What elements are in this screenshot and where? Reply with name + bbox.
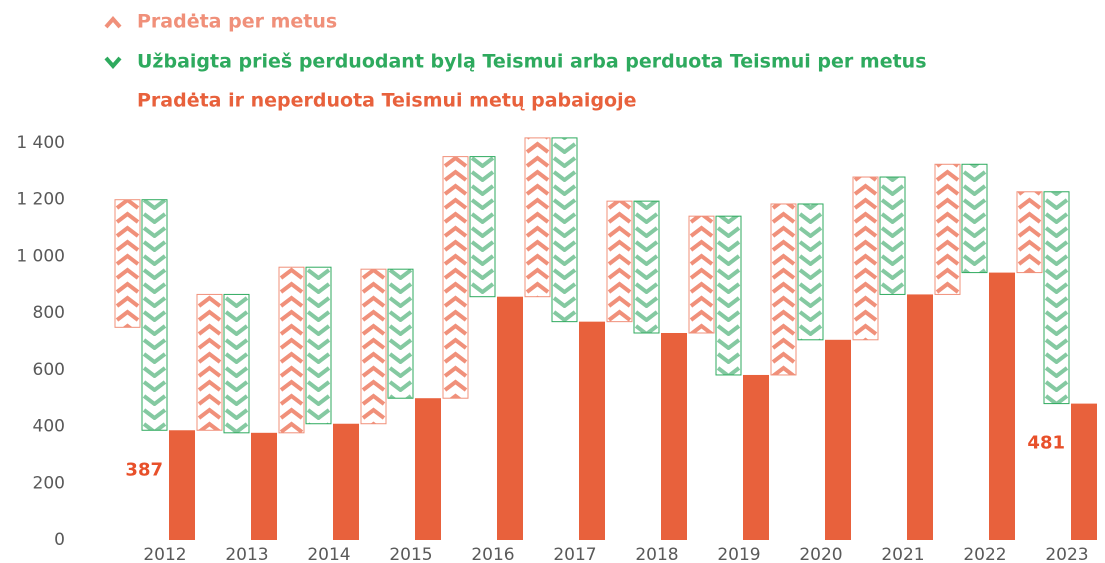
total-bar — [743, 374, 769, 540]
increase-bar — [770, 203, 797, 376]
increase-bar — [196, 293, 223, 431]
legend-marker — [104, 56, 122, 70]
decrease-bar — [387, 268, 414, 399]
total-bar — [989, 272, 1015, 540]
increase-bar — [606, 200, 633, 323]
total-bar — [907, 294, 933, 540]
y-tick-label: 1 000 — [16, 246, 65, 266]
decrease-bar — [305, 266, 332, 425]
y-tick-label: 1 400 — [16, 133, 65, 153]
x-tick-label: 2019 — [717, 545, 760, 563]
legend-label: Pradėta ir neperduota Teismui metų pabai… — [137, 90, 637, 112]
x-tick-label: 2016 — [471, 545, 514, 563]
x-tick-label: 2020 — [799, 545, 842, 563]
x-tick-label: 2023 — [1045, 545, 1088, 563]
decrease-bar — [1043, 191, 1070, 405]
y-tick-label: 600 — [33, 360, 65, 380]
x-tick-label: 2018 — [635, 545, 678, 563]
decrease-bar — [141, 199, 168, 431]
decrease-bar — [961, 163, 988, 274]
total-bar — [1071, 403, 1097, 540]
decrease-bar — [879, 176, 906, 295]
data-label: 481 — [1027, 433, 1065, 454]
total-bar — [661, 332, 687, 540]
increase-bar — [852, 176, 879, 341]
increase-bar — [934, 163, 961, 295]
x-tick-label: 2022 — [963, 545, 1006, 563]
legend: Pradėta per metus Užbaigta prieš perduoda… — [104, 11, 927, 112]
x-tick-label: 2013 — [225, 545, 268, 563]
y-tick-label: 200 — [33, 473, 65, 493]
x-tick-label: 2014 — [307, 545, 350, 563]
total-bar — [251, 432, 277, 540]
y-tick-label: 0 — [54, 530, 65, 550]
total-bar — [415, 398, 441, 540]
decrease-bar — [469, 156, 496, 298]
increase-bar — [1016, 191, 1043, 274]
increase-bar — [114, 199, 141, 328]
y-tick-label: 1 200 — [16, 190, 65, 210]
increase-bar — [524, 137, 551, 298]
total-bar — [169, 430, 195, 540]
increase-bar — [442, 156, 469, 399]
decrease-bar — [633, 200, 660, 334]
increase-bar — [360, 268, 387, 425]
x-tick-label: 2021 — [881, 545, 924, 563]
increase-bar — [278, 266, 305, 434]
data-label: 387 — [125, 459, 163, 480]
y-tick-label: 800 — [33, 303, 65, 323]
x-tick-label: 2012 — [143, 545, 186, 563]
decrease-bar — [551, 137, 578, 323]
decrease-bar — [797, 203, 824, 341]
x-tick-label: 2017 — [553, 545, 596, 563]
decrease-bar — [223, 293, 250, 434]
total-bar — [825, 339, 851, 540]
y-tick-label: 400 — [33, 417, 65, 437]
total-bar — [333, 423, 359, 540]
legend-marker — [104, 15, 122, 29]
increase-bar — [688, 215, 715, 334]
x-tick-label: 2015 — [389, 545, 432, 563]
legend-label: Pradėta per metus — [137, 11, 337, 33]
total-bar — [497, 296, 523, 540]
decrease-bar — [715, 215, 742, 376]
legend-label: Užbaigta prieš perduodant bylą Teismui a… — [137, 51, 927, 73]
total-bar — [579, 321, 605, 540]
